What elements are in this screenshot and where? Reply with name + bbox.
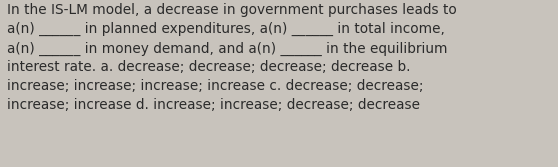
Text: In the IS-LM model, a decrease in government purchases leads to
a(n) ______ in p: In the IS-LM model, a decrease in govern… (7, 3, 456, 112)
